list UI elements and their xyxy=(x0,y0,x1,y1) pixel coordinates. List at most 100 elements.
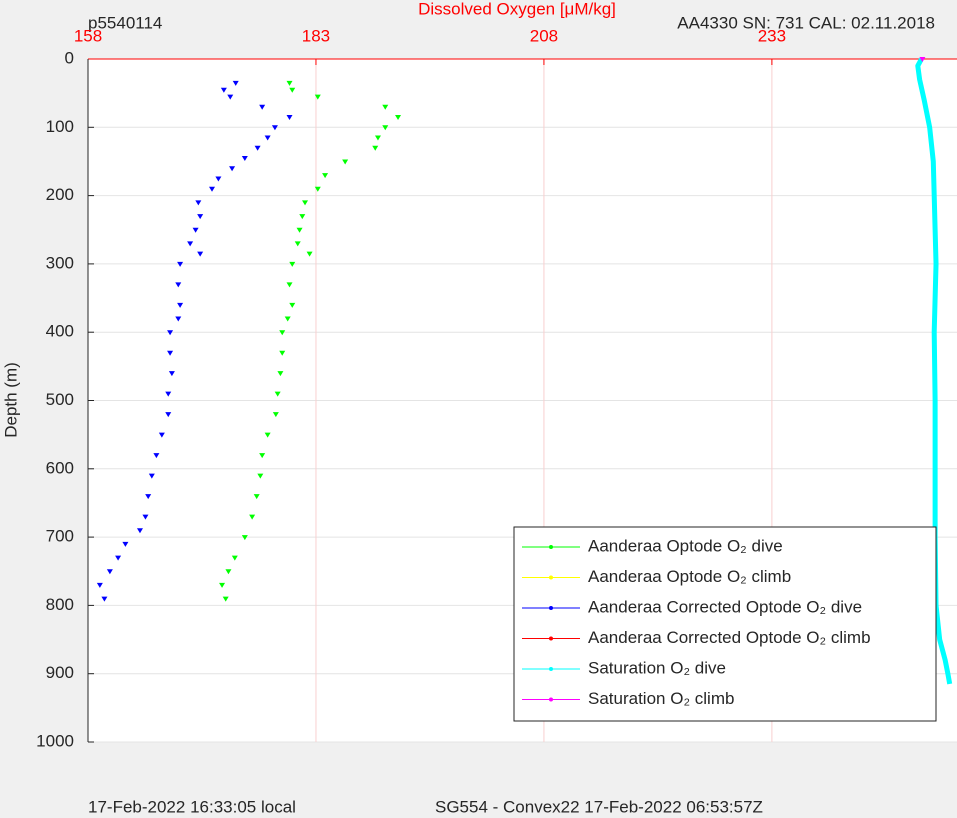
data-point xyxy=(279,350,286,356)
data-point xyxy=(232,80,239,86)
data-point xyxy=(187,241,194,247)
legend-label: Saturation O₂ dive xyxy=(588,658,726,677)
data-point xyxy=(197,251,204,257)
y-tick-label: 900 xyxy=(46,663,74,682)
data-point xyxy=(306,251,313,257)
data-point xyxy=(115,555,122,561)
y-tick-label: 300 xyxy=(46,253,74,272)
data-point xyxy=(264,432,271,438)
data-point xyxy=(254,145,261,151)
data-point xyxy=(372,145,379,151)
data-point xyxy=(158,432,165,438)
chart-title: Dissolved Oxygen [μM/kg] xyxy=(418,0,616,18)
data-point xyxy=(259,104,266,110)
data-point xyxy=(294,241,301,247)
top-right-label: AA4330 SN: 731 CAL: 02.11.2018 xyxy=(677,13,935,32)
data-point xyxy=(219,582,226,588)
y-axis-label: Depth (m) xyxy=(1,362,20,438)
legend-label: Aanderaa Corrected Optode O₂ climb xyxy=(588,628,871,647)
data-point xyxy=(322,173,329,179)
data-point xyxy=(253,494,260,500)
data-point xyxy=(289,87,296,93)
footer-right: SG554 - Convex22 17-Feb-2022 06:53:57Z xyxy=(435,797,763,816)
data-point xyxy=(271,125,278,131)
data-point xyxy=(148,473,155,479)
saturation-line xyxy=(915,57,953,685)
data-point xyxy=(314,186,321,192)
data-point xyxy=(209,186,216,192)
data-point xyxy=(175,316,182,322)
data-point xyxy=(197,214,204,220)
legend-label: Saturation O₂ climb xyxy=(588,689,734,708)
data-point xyxy=(374,135,381,141)
data-point xyxy=(145,494,152,500)
data-point xyxy=(195,200,202,206)
top-left-label: p5540114 xyxy=(88,13,162,32)
data-point xyxy=(289,302,296,308)
data-point xyxy=(175,282,182,288)
data-point xyxy=(177,261,184,267)
y-tick-label: 800 xyxy=(46,595,74,614)
data-point xyxy=(165,412,172,418)
data-point xyxy=(249,514,256,520)
y-tick-label: 0 xyxy=(65,48,74,67)
data-point xyxy=(136,528,143,534)
data-point xyxy=(296,227,303,233)
legend-marker xyxy=(549,697,553,702)
data-point xyxy=(241,535,248,541)
y-tick-label: 600 xyxy=(46,458,74,477)
data-point xyxy=(122,541,129,547)
data-point xyxy=(101,596,108,602)
data-point xyxy=(220,87,227,93)
data-point xyxy=(382,104,389,110)
data-point xyxy=(106,569,113,575)
data-point xyxy=(277,371,284,377)
data-point xyxy=(225,569,232,575)
legend-box xyxy=(513,526,937,722)
data-point xyxy=(215,176,222,182)
data-point xyxy=(284,316,291,322)
footer-left: 17-Feb-2022 16:33:05 local xyxy=(88,797,296,816)
legend-marker xyxy=(549,575,553,580)
data-point xyxy=(167,330,174,336)
x-tick-label: 183 xyxy=(302,26,330,45)
x-tick-label: 208 xyxy=(530,26,558,45)
data-point xyxy=(231,555,238,561)
data-point xyxy=(302,200,309,206)
y-tick-label: 100 xyxy=(46,117,74,136)
legend-marker xyxy=(549,606,553,610)
data-point xyxy=(153,453,160,459)
data-point xyxy=(167,350,174,356)
y-tick-label: 1000 xyxy=(36,731,74,750)
data-point xyxy=(229,166,236,172)
y-tick-label: 500 xyxy=(46,390,74,409)
data-point xyxy=(314,94,321,100)
data-point xyxy=(272,412,279,418)
data-point xyxy=(395,115,402,121)
data-point xyxy=(289,261,296,267)
data-point xyxy=(264,135,271,141)
legend-marker xyxy=(549,545,553,549)
y-tick-label: 400 xyxy=(46,322,74,341)
data-point xyxy=(192,227,199,233)
data-point xyxy=(227,94,234,100)
data-point xyxy=(168,371,175,377)
data-point xyxy=(279,330,286,336)
data-point xyxy=(222,596,229,602)
data-point xyxy=(259,453,266,459)
data-point xyxy=(382,125,389,131)
data-point xyxy=(165,391,172,397)
y-tick-label: 200 xyxy=(46,185,74,204)
data-point xyxy=(919,57,926,62)
data-point xyxy=(241,156,248,162)
data-point xyxy=(286,115,293,121)
data-point xyxy=(274,391,281,397)
legend-marker xyxy=(549,667,553,671)
data-point xyxy=(257,473,264,479)
y-tick-label: 700 xyxy=(46,527,74,546)
data-point xyxy=(96,582,103,588)
data-point xyxy=(342,159,349,165)
data-point xyxy=(177,302,184,308)
data-point xyxy=(286,282,293,288)
